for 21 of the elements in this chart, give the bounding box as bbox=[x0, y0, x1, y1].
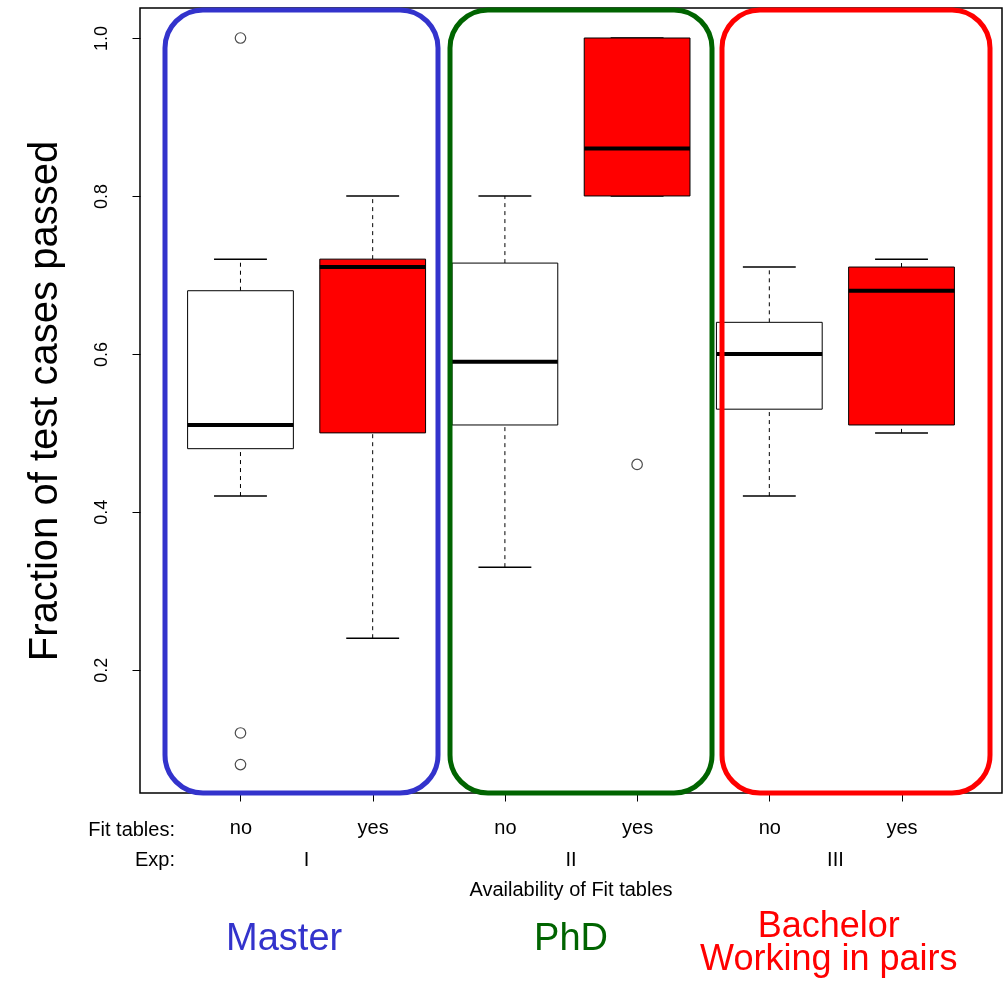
text: Fit tables: bbox=[88, 818, 175, 840]
text: II bbox=[565, 848, 577, 870]
x-tick-label: yes bbox=[622, 815, 654, 838]
y-tick-label: 0.6 bbox=[90, 341, 111, 367]
text: Master bbox=[226, 916, 343, 958]
y-tick-label: 0.4 bbox=[90, 499, 111, 525]
text: I bbox=[303, 848, 310, 870]
x-tick-label: yes bbox=[357, 815, 389, 838]
y-tick-label: 0.8 bbox=[90, 183, 111, 209]
text: Exp: bbox=[134, 848, 175, 870]
text: III bbox=[827, 848, 844, 870]
text: PhD bbox=[534, 916, 608, 958]
text: Working in pairs bbox=[700, 937, 958, 978]
y-tick-label: 1.0 bbox=[90, 25, 111, 52]
x-axis-title: Availability of Fit tables bbox=[469, 878, 673, 900]
x-tick-label: no bbox=[229, 815, 253, 838]
x-tick-label: no bbox=[758, 815, 781, 838]
y-axis-title: Fraction of test cases passed bbox=[20, 140, 65, 662]
y-tick-label: 0.2 bbox=[90, 657, 111, 683]
x-tick-label: no bbox=[494, 815, 517, 838]
x-tick-label: yes bbox=[886, 815, 918, 838]
